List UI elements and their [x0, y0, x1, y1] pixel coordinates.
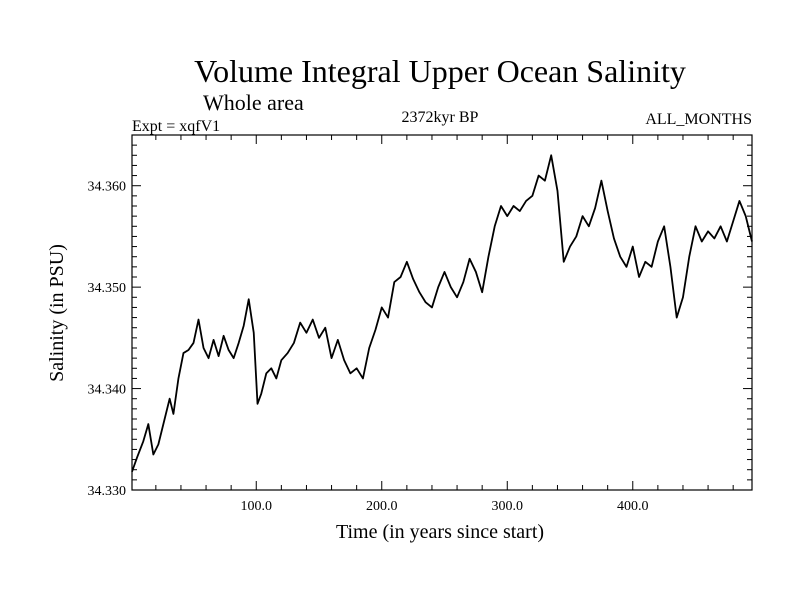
- x-axis-label: Time (in years since start): [336, 521, 544, 543]
- chart-title: Volume Integral Upper Ocean Salinity: [194, 53, 686, 89]
- y-tick-label: 34.360: [88, 180, 127, 195]
- x-tick-label: 200.0: [366, 499, 398, 514]
- plot-frame: [131, 134, 753, 491]
- x-axis-ticks: 100.0 200.0 300.0 400.0: [155, 135, 734, 514]
- y-tick-label: 34.350: [88, 281, 127, 296]
- x-tick-label: 100.0: [241, 499, 273, 514]
- y-tick-label: 34.340: [88, 383, 127, 398]
- chart-subtitle: Whole area: [203, 90, 304, 115]
- y-axis-ticks: 34.330 34.340 34.350 34.360: [88, 144, 752, 499]
- experiment-label: Expt = xqfV1: [132, 118, 220, 135]
- x-tick-label: 400.0: [617, 499, 649, 514]
- y-axis-label: Salinity (in PSU): [46, 244, 68, 382]
- months-label: ALL_MONTHS: [645, 111, 752, 128]
- x-tick-label: 300.0: [492, 499, 524, 514]
- y-tick-label: 34.330: [88, 484, 127, 499]
- salinity-series-line: [131, 154, 753, 473]
- period-label: 2372kyr BP: [402, 109, 479, 126]
